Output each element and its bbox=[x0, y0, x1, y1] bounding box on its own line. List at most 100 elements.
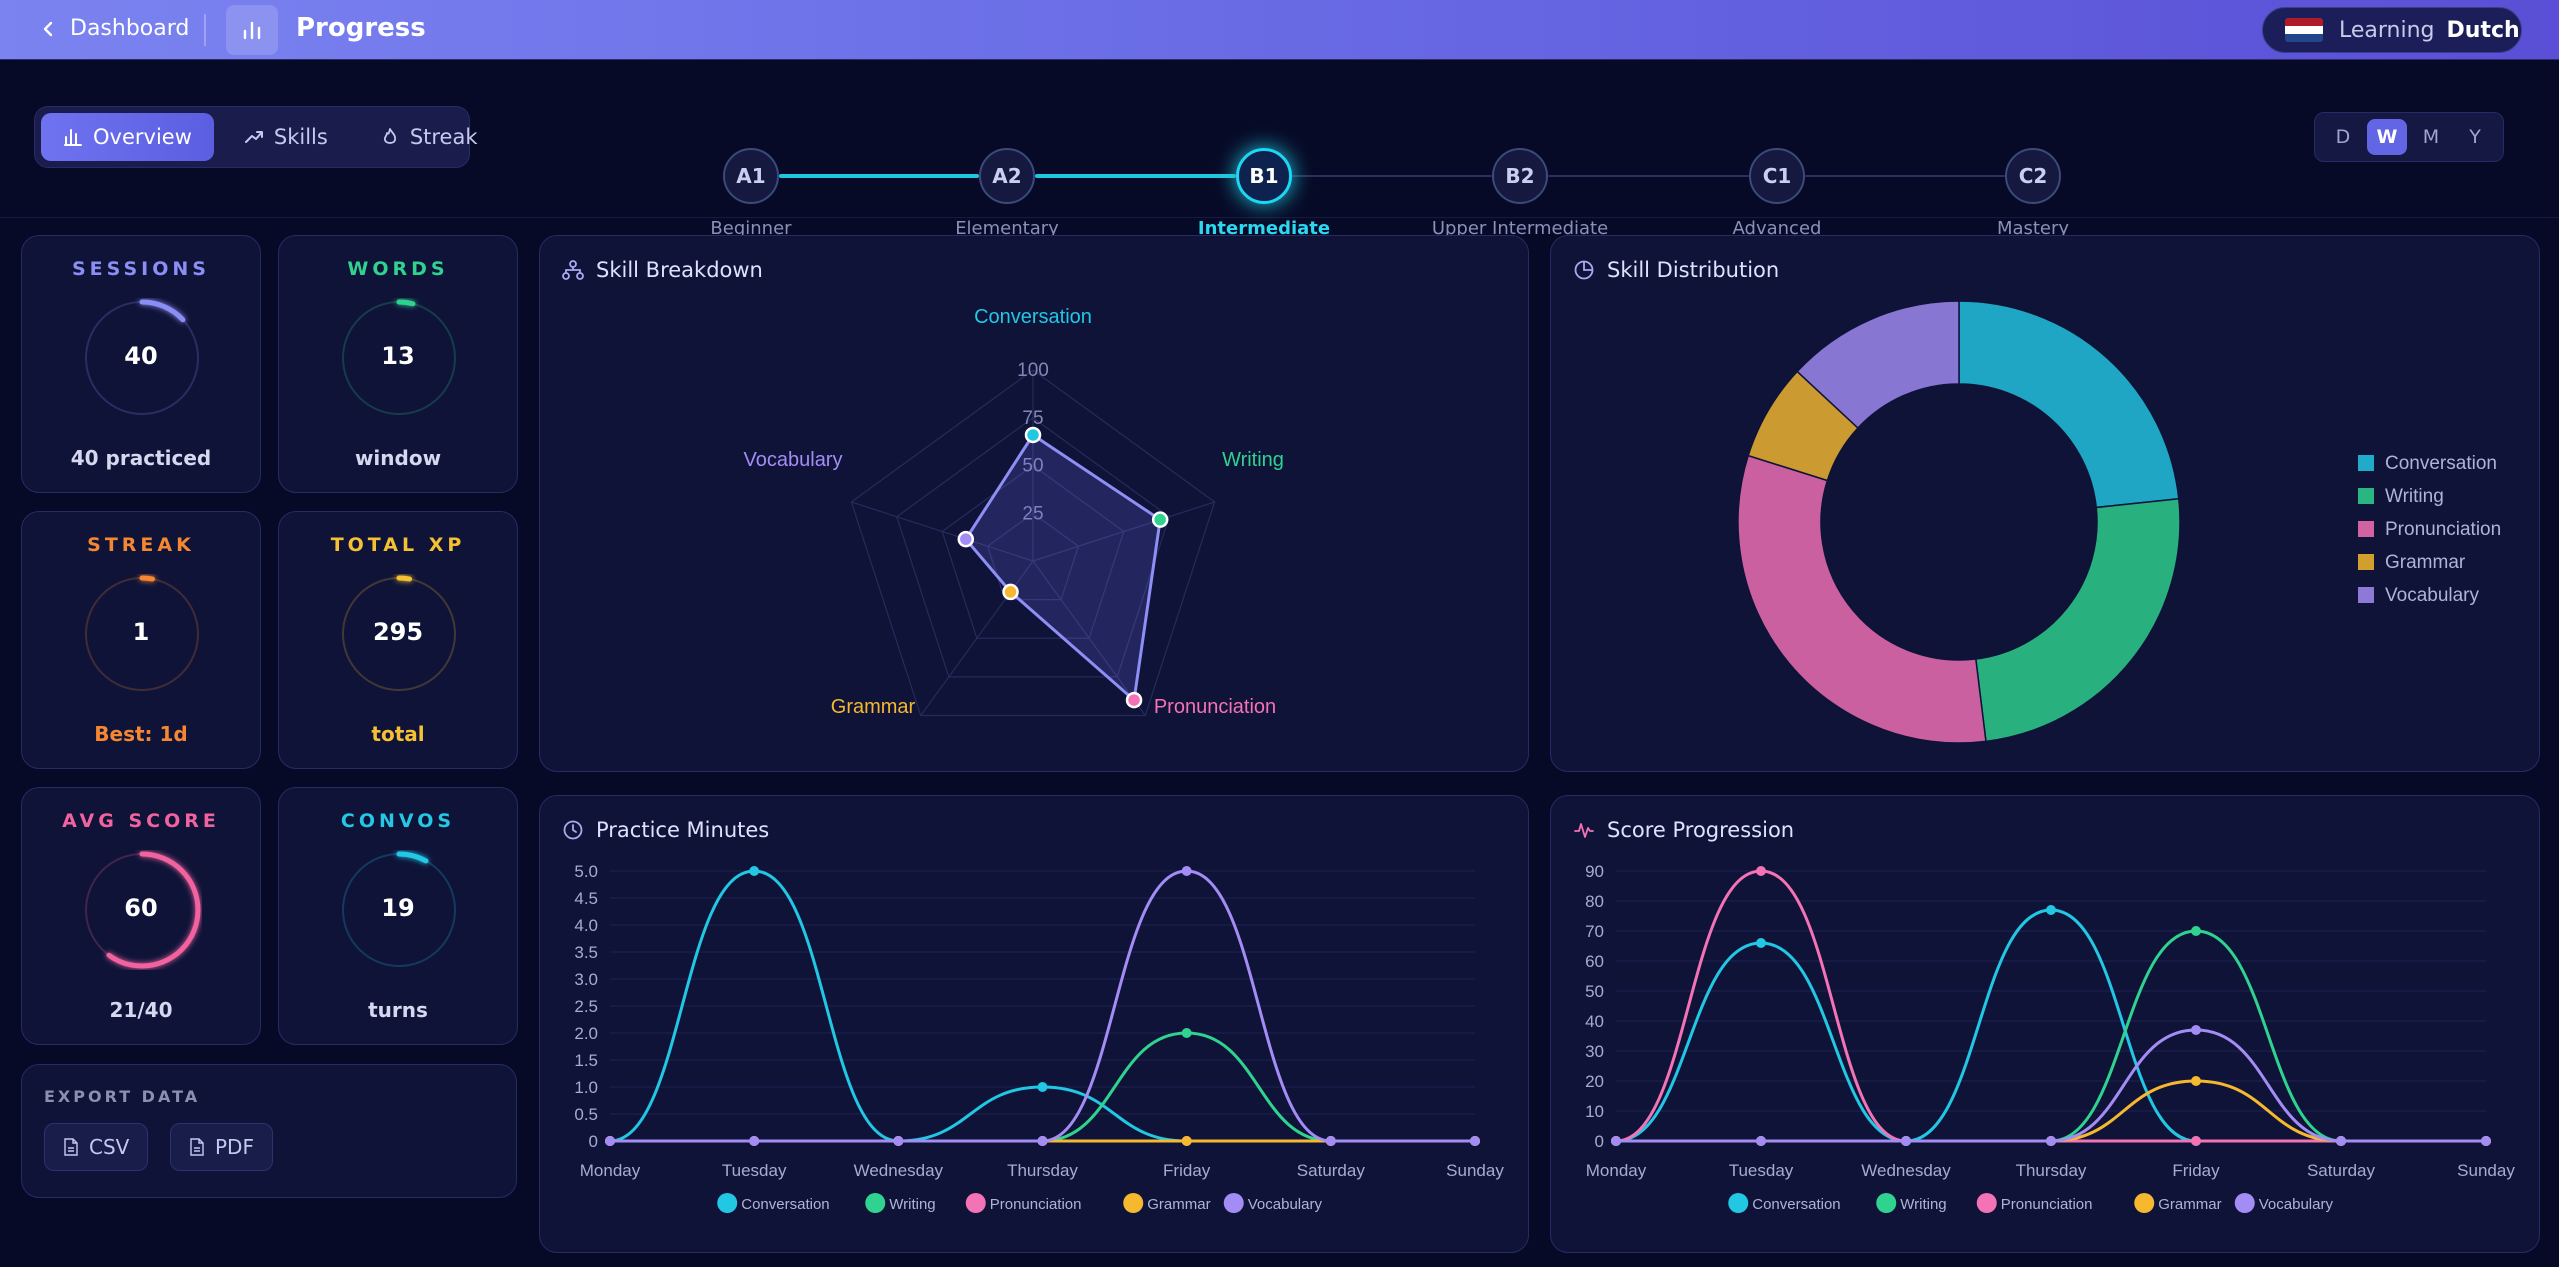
tab-overview[interactable]: Overview bbox=[41, 113, 214, 161]
learning-label: Learning bbox=[2339, 17, 2435, 43]
level-connector bbox=[1292, 175, 1492, 177]
x-tick-label: Sunday bbox=[2457, 1161, 2515, 1180]
series-point-pronunciation[interactable] bbox=[1756, 866, 1766, 876]
legend-label-grammar[interactable]: Grammar bbox=[1147, 1196, 1210, 1213]
series-point-writing[interactable] bbox=[1181, 1028, 1192, 1038]
series-point-vocabulary[interactable] bbox=[749, 1136, 760, 1146]
series-point-vocabulary[interactable] bbox=[2191, 1025, 2201, 1035]
legend-label-conversation[interactable]: Conversation bbox=[1752, 1196, 1840, 1213]
legend-swatch-pronunciation bbox=[965, 1193, 986, 1213]
y-tick-label: 60 bbox=[1585, 952, 1604, 971]
series-point-conversation[interactable] bbox=[2046, 905, 2056, 915]
x-tick-label: Sunday bbox=[1446, 1161, 1504, 1180]
x-tick-label: Monday bbox=[1586, 1161, 1647, 1180]
series-point-vocabulary[interactable] bbox=[1325, 1136, 1336, 1146]
legend-label-pronunciation[interactable]: Pronunciation bbox=[2001, 1196, 2093, 1213]
legend-label-vocabulary[interactable]: Vocabulary bbox=[1248, 1196, 1323, 1213]
export-csv-button[interactable]: CSV bbox=[44, 1123, 149, 1171]
series-point-pronunciation[interactable] bbox=[2191, 1136, 2201, 1146]
series-point-vocabulary[interactable] bbox=[1756, 1136, 1766, 1146]
period-day-button[interactable]: D bbox=[2335, 126, 2351, 148]
period-week-button[interactable]: W bbox=[2367, 119, 2407, 155]
series-point-grammar[interactable] bbox=[1181, 1136, 1192, 1146]
series-point-vocabulary[interactable] bbox=[1611, 1136, 1621, 1146]
legend-label-pronunciation[interactable]: Pronunciation bbox=[990, 1196, 1082, 1213]
series-point-conversation[interactable] bbox=[1756, 938, 1766, 948]
stat-card-words: WORDS 13 window bbox=[278, 235, 518, 493]
series-point-vocabulary[interactable] bbox=[605, 1136, 615, 1146]
stat-subtitle: total bbox=[371, 722, 425, 746]
level-step-b2[interactable]: B2 Upper Intermediate bbox=[1420, 148, 1620, 239]
donut-slice-vocabulary[interactable] bbox=[1796, 300, 1960, 430]
donut-slice-conversation[interactable] bbox=[1958, 300, 2180, 509]
score-progression-panel: Score Progression 0 10 20 30 40 50 60 70 80 90 Mon… bbox=[1550, 795, 2540, 1253]
radar-grid-ring bbox=[941, 464, 1125, 639]
level-step-a2[interactable]: A2 Elementary bbox=[907, 148, 1107, 239]
x-tick-label: Friday bbox=[2172, 1161, 2220, 1180]
back-to-dashboard-link[interactable]: Dashboard bbox=[38, 16, 189, 41]
legend-label-vocabulary[interactable]: Vocabulary bbox=[2259, 1196, 2334, 1213]
series-point-conversation[interactable] bbox=[749, 866, 760, 876]
y-tick-label: 3.5 bbox=[574, 943, 598, 962]
progress-ring bbox=[340, 299, 458, 417]
series-point-vocabulary[interactable] bbox=[893, 1136, 904, 1146]
legend-label-grammar[interactable]: Grammar bbox=[2385, 552, 2466, 573]
series-line-vocabulary bbox=[1615, 1028, 2486, 1143]
export-pdf-button[interactable]: PDF bbox=[170, 1123, 273, 1171]
legend-label-vocabulary[interactable]: Vocabulary bbox=[2385, 585, 2480, 606]
radar-point-conversation[interactable] bbox=[1024, 426, 1042, 444]
radar-spoke bbox=[1032, 560, 1146, 716]
y-tick-label: 4.5 bbox=[574, 889, 598, 908]
legend-swatch-conversation bbox=[1728, 1193, 1749, 1213]
series-point-vocabulary[interactable] bbox=[1470, 1136, 1480, 1146]
series-point-vocabulary[interactable] bbox=[1037, 1136, 1048, 1146]
series-point-vocabulary[interactable] bbox=[1901, 1136, 1911, 1146]
series-point-conversation[interactable] bbox=[1037, 1082, 1048, 1092]
series-point-grammar[interactable] bbox=[2191, 1076, 2201, 1086]
series-point-vocabulary[interactable] bbox=[2046, 1136, 2056, 1146]
x-tick-label: Tuesday bbox=[1729, 1161, 1794, 1180]
stat-card-avg-score: AVG SCORE 60 21/40 bbox=[21, 787, 261, 1045]
series-point-writing[interactable] bbox=[2191, 926, 2201, 936]
legend-label-conversation[interactable]: Conversation bbox=[2385, 453, 2497, 474]
legend-label-writing[interactable]: Writing bbox=[889, 1196, 935, 1213]
radar-point-pronunciation[interactable] bbox=[1125, 691, 1143, 709]
level-step-c2[interactable]: C2 Mastery bbox=[1933, 148, 2133, 239]
legend-label-writing[interactable]: Writing bbox=[1900, 1196, 1946, 1213]
radar-axis-label-writing: Writing bbox=[1222, 449, 1284, 471]
radar-point-writing[interactable] bbox=[1151, 511, 1169, 528]
radar-spoke bbox=[1032, 501, 1215, 562]
series-point-vocabulary[interactable] bbox=[1181, 866, 1192, 876]
period-month-button[interactable]: M bbox=[2422, 126, 2440, 148]
y-tick-label: 3.0 bbox=[574, 970, 598, 989]
legend-swatch-grammar bbox=[2134, 1193, 2155, 1213]
level-step-a1[interactable]: A1 Beginner bbox=[651, 148, 851, 239]
activity-icon bbox=[1574, 823, 1594, 838]
panel-title: Score Progression bbox=[1607, 818, 1795, 842]
radar-point-grammar[interactable] bbox=[1002, 583, 1019, 601]
series-point-vocabulary[interactable] bbox=[2336, 1136, 2346, 1146]
level-step-b1[interactable]: B1 Intermediate bbox=[1164, 148, 1364, 239]
donut-slice-writing[interactable] bbox=[1974, 497, 2181, 743]
x-tick-label: Wednesday bbox=[854, 1161, 944, 1180]
series-point-vocabulary[interactable] bbox=[2481, 1136, 2491, 1146]
practice-minutes-chart: 0 0.5 1.0 1.5 2.0 2.5 3.0 3.5 4.0 4.5 5.0 Monday Tue… bbox=[574, 862, 1504, 1213]
level-step-c1[interactable]: C1 Advanced bbox=[1677, 148, 1877, 239]
level-code: C1 bbox=[1749, 148, 1805, 204]
legend-label-grammar[interactable]: Grammar bbox=[2158, 1196, 2221, 1213]
learning-language-pill[interactable]: Learning Dutch bbox=[2262, 7, 2522, 53]
y-tick-label: 2.5 bbox=[574, 997, 598, 1016]
tab-skills[interactable]: Skills bbox=[222, 113, 350, 161]
stat-value: 13 bbox=[381, 342, 415, 370]
donut-slice-pronunciation[interactable] bbox=[1737, 454, 1987, 744]
radar-point-vocabulary[interactable] bbox=[957, 530, 975, 548]
radar-axis-label-pronunciation: Pronunciation bbox=[1154, 696, 1276, 718]
tab-streak[interactable]: Streak bbox=[358, 113, 500, 161]
progress-chart-icon bbox=[226, 5, 278, 55]
legend-label-writing[interactable]: Writing bbox=[2385, 486, 2444, 507]
period-year-button[interactable]: Y bbox=[2469, 126, 2481, 148]
ring-progress bbox=[340, 575, 458, 693]
legend-label-pronunciation[interactable]: Pronunciation bbox=[2385, 519, 2501, 540]
file-icon bbox=[64, 1138, 78, 1156]
legend-label-conversation[interactable]: Conversation bbox=[741, 1196, 829, 1213]
